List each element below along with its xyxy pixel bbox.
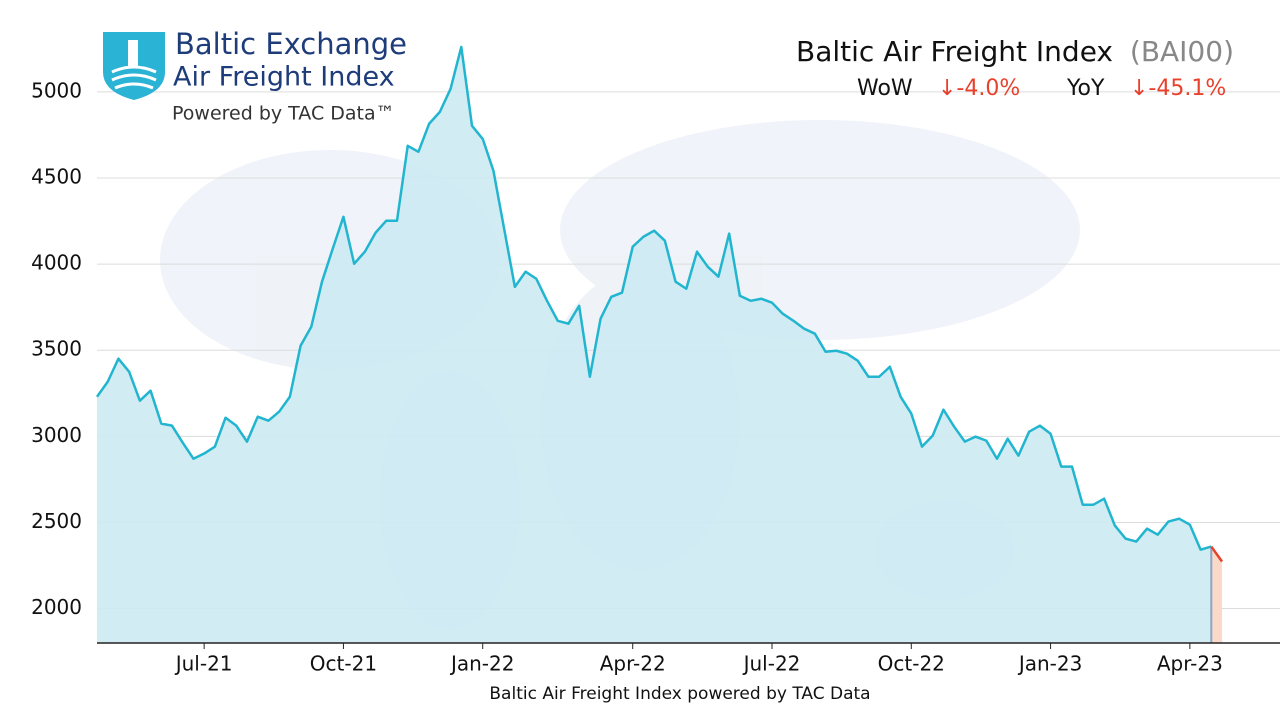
x-tick-label: Jul-21	[174, 652, 233, 676]
x-tick-label: Oct-21	[310, 652, 377, 676]
x-tick-label: Apr-23	[1157, 652, 1223, 676]
y-tick-label: 2500	[31, 509, 82, 533]
x-tick-label: Oct-22	[878, 652, 945, 676]
plot-area: 2000 2500 3000 3500 4000 4500 5000 Jul-21 Oct-21…	[31, 45, 1280, 676]
x-tick-label: Apr-22	[600, 652, 666, 676]
highlight-area	[1211, 546, 1222, 643]
logo-subtitle: Air Freight Index	[173, 62, 395, 93]
line	[95, 45, 1212, 551]
wow-label: WoW	[857, 76, 913, 101]
y-tick-label: 4500	[31, 165, 82, 189]
yoy-change: ↓-45.1%	[1130, 76, 1226, 101]
x-tick-label: Jul-22	[742, 652, 801, 676]
highlight-line	[1210, 545, 1224, 563]
y-tick-label: 2000	[31, 595, 82, 619]
y-tick-label: 3500	[31, 337, 82, 361]
logo-powered: Powered by TAC Data™	[172, 103, 395, 125]
x-tick-label: Jan-22	[449, 652, 515, 676]
logo: Baltic Exchange Air Freight Index Powere…	[103, 27, 407, 125]
y-tick-label: 3000	[31, 423, 82, 447]
x-tick-label: Jan-23	[1017, 652, 1083, 676]
y-tick-label: 4000	[31, 251, 82, 275]
chart-title: Baltic Air Freight Index	[796, 35, 1113, 68]
area	[97, 46, 1212, 643]
wow-change: ↓-4.0%	[938, 76, 1020, 101]
title-code: (BAI00)	[1130, 35, 1234, 68]
y-tick-label: 5000	[31, 78, 82, 102]
x-axis-label: Baltic Air Freight Index powered by TAC …	[489, 684, 870, 704]
logo-title: Baltic Exchange	[175, 27, 407, 61]
yoy-label: YoY	[1066, 76, 1105, 101]
